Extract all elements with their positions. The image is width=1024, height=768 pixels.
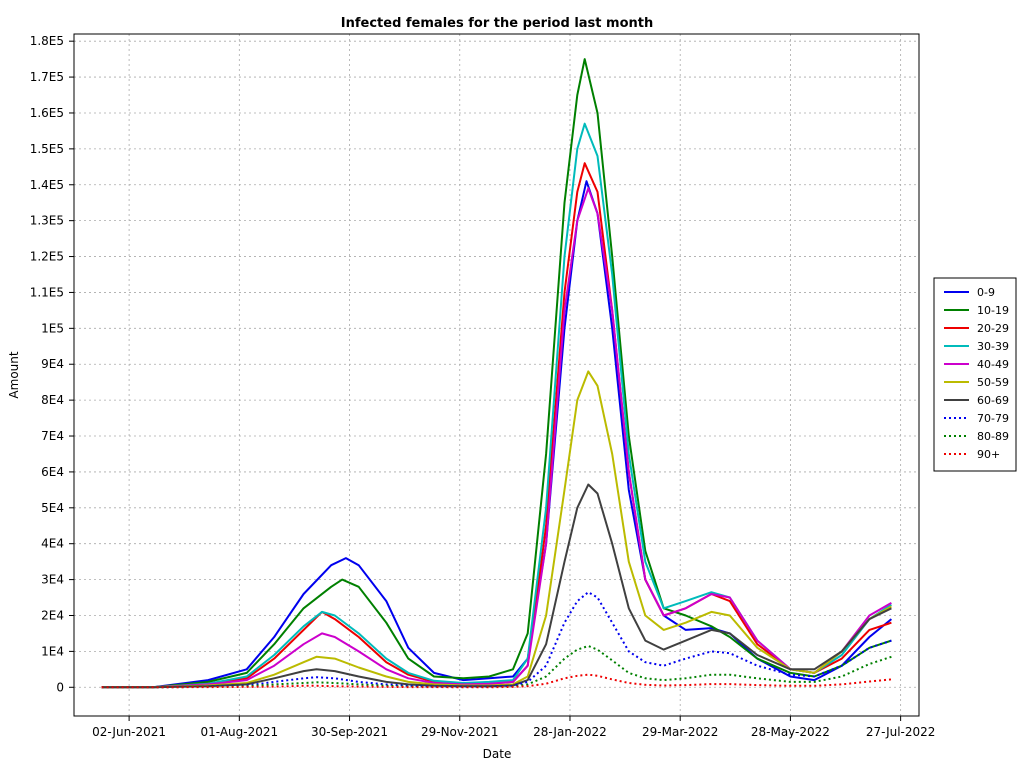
legend-label-70-79: 70-79 — [977, 412, 1009, 425]
x-axis-label: Date — [483, 747, 512, 761]
series-line-20-29 — [101, 162, 892, 689]
y-axis-label: Amount — [7, 351, 21, 398]
y-tick-label: 3E4 — [41, 573, 64, 587]
x-tick-label: 28-Jan-2022 — [533, 725, 607, 739]
chart-title: Infected females for the period last mon… — [341, 16, 653, 31]
series-line-70-79 — [101, 591, 892, 689]
y-tick-label: 6E4 — [41, 465, 64, 479]
x-tick-label: 28-May-2022 — [751, 725, 830, 739]
legend-label-50-59: 50-59 — [977, 376, 1009, 389]
x-tick-label: 01-Aug-2021 — [201, 725, 279, 739]
y-tick-label: 1E4 — [41, 644, 64, 658]
axis-ticks: 02-Jun-2021 01-Aug-2021 30-Sep-2021 29-Nov-… — [30, 34, 936, 739]
y-tick-label: 1.2E5 — [30, 250, 64, 264]
x-tick-label: 02-Jun-2021 — [92, 725, 166, 739]
y-tick-label: 1.1E5 — [30, 285, 64, 299]
y-tick-label: 1.7E5 — [30, 70, 64, 84]
y-tick-label: 1E5 — [41, 321, 64, 335]
legend-label-40-49: 40-49 — [977, 358, 1009, 371]
y-tick-label: 0 — [56, 680, 64, 694]
legend-label-30-39: 30-39 — [977, 340, 1009, 353]
legend-label-0-9: 0-9 — [977, 286, 995, 299]
series-line-10-19 — [101, 58, 892, 689]
series-line-60-69 — [101, 483, 892, 689]
y-tick-label: 4E4 — [41, 537, 64, 551]
plot-frame — [73, 33, 920, 717]
legend-label-90+: 90+ — [977, 448, 1000, 461]
x-tick-label: 29-Mar-2022 — [642, 725, 718, 739]
y-tick-label: 1.3E5 — [30, 214, 64, 228]
series-line-50-59 — [101, 370, 892, 689]
grid — [74, 34, 919, 716]
series-line-40-49 — [101, 187, 892, 689]
x-tick-label: 29-Nov-2021 — [421, 725, 499, 739]
legend-label-80-89: 80-89 — [977, 430, 1009, 443]
x-tick-label: 30-Sep-2021 — [311, 725, 388, 739]
legend: 0-9 10-19 20-29 30-39 40-49 50-59 60-69 70-79 80… — [933, 277, 1017, 472]
y-tick-label: 1.8E5 — [30, 34, 64, 48]
legend-label-60-69: 60-69 — [977, 394, 1009, 407]
series-lines — [101, 58, 893, 689]
legend-label-10-19: 10-19 — [977, 304, 1009, 317]
y-tick-label: 1.6E5 — [30, 106, 64, 120]
y-tick-label: 7E4 — [41, 429, 64, 443]
y-tick-label: 1.4E5 — [30, 178, 64, 192]
x-tick-label: 27-Jul-2022 — [866, 725, 936, 739]
y-tick-label: 5E4 — [41, 501, 64, 515]
legend-label-20-29: 20-29 — [977, 322, 1009, 335]
y-tick-label: 9E4 — [41, 357, 64, 371]
y-tick-label: 2E4 — [41, 608, 64, 622]
y-tick-label: 8E4 — [41, 393, 64, 407]
y-tick-label: 1.5E5 — [30, 142, 64, 156]
